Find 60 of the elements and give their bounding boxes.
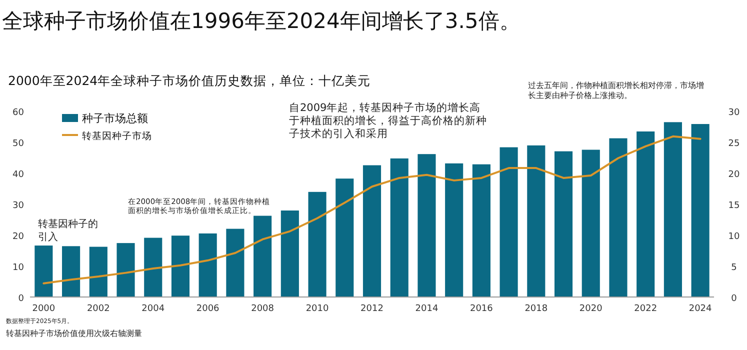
bar	[609, 138, 628, 297]
x-tick-label: 2000	[32, 304, 56, 314]
bar	[198, 233, 217, 297]
x-tick-label: 2014	[415, 304, 438, 314]
bar	[390, 158, 408, 297]
bar	[418, 154, 436, 297]
bar	[144, 238, 162, 297]
y2-tick-label: 20	[728, 170, 740, 180]
y-tick-label: 20	[12, 232, 24, 242]
bar	[664, 122, 682, 297]
y-tick-label: 60	[12, 108, 24, 118]
annotation: 转基因种子的引入	[38, 219, 99, 244]
y-tick-label: 30	[12, 201, 24, 211]
x-tick-label: 2010	[306, 304, 330, 314]
bar	[582, 150, 600, 297]
bar	[362, 165, 382, 297]
y2-tick-label: 10	[728, 232, 740, 242]
legend-label: 转基因种子市场	[82, 130, 152, 142]
bar	[226, 228, 244, 297]
bar	[89, 246, 108, 297]
bar	[500, 147, 518, 297]
x-tick-label: 2016	[470, 304, 494, 314]
bar	[171, 236, 190, 297]
y2-tick-label: 0	[731, 294, 738, 304]
y2-tick-label: 30	[728, 108, 740, 118]
bar	[336, 178, 354, 297]
x-tick-label: 2008	[251, 304, 274, 314]
bar	[445, 163, 464, 297]
bar	[62, 246, 80, 297]
x-tick-label: 2012	[360, 304, 384, 314]
bar	[527, 145, 546, 297]
x-tick-label: 2006	[196, 304, 220, 314]
x-tick-label: 2024	[688, 304, 712, 314]
y2-tick-label: 15	[728, 201, 740, 211]
x-tick-label: 2002	[86, 304, 110, 314]
bar	[636, 131, 655, 297]
chart-title: 全球种子市场价值在1996年至2024年间增长了3.5倍。	[2, 9, 520, 33]
bar	[34, 246, 53, 297]
bar	[280, 210, 299, 297]
bar	[308, 192, 326, 297]
y-tick-label: 50	[12, 139, 24, 149]
x-tick-label: 2004	[142, 304, 165, 314]
bar	[472, 164, 490, 297]
chart-subtitle: 2000年至2024年全球种子市场价值历史数据，单位：十亿美元	[8, 73, 371, 88]
y2-tick-label: 25	[728, 139, 740, 149]
x-tick-label: 2022	[634, 304, 658, 314]
y-tick-label: 40	[12, 170, 24, 180]
x-tick-label: 2020	[579, 304, 603, 314]
annotation: 过去五年间，作物种植面积增长相对停滞，市场增长主要由种子价格上涨推动。	[528, 81, 705, 101]
bar	[554, 151, 573, 297]
x-tick-label: 2018	[524, 304, 548, 314]
legend-label: 种子市场总额	[82, 112, 148, 125]
bar	[116, 243, 135, 297]
bar	[691, 124, 710, 297]
annotation: 转基因种子市场价值使用次级右轴测量	[6, 329, 143, 339]
bar	[254, 216, 272, 297]
y2-tick-label: 5	[731, 263, 737, 273]
y-tick-label: 10	[12, 263, 24, 273]
annotation: 自2009年起，转基因种子市场的增长高于种植面积的增长，得益于高价格的新种子技术的引入和采用	[289, 102, 488, 142]
y-tick-label: 0	[18, 294, 24, 304]
